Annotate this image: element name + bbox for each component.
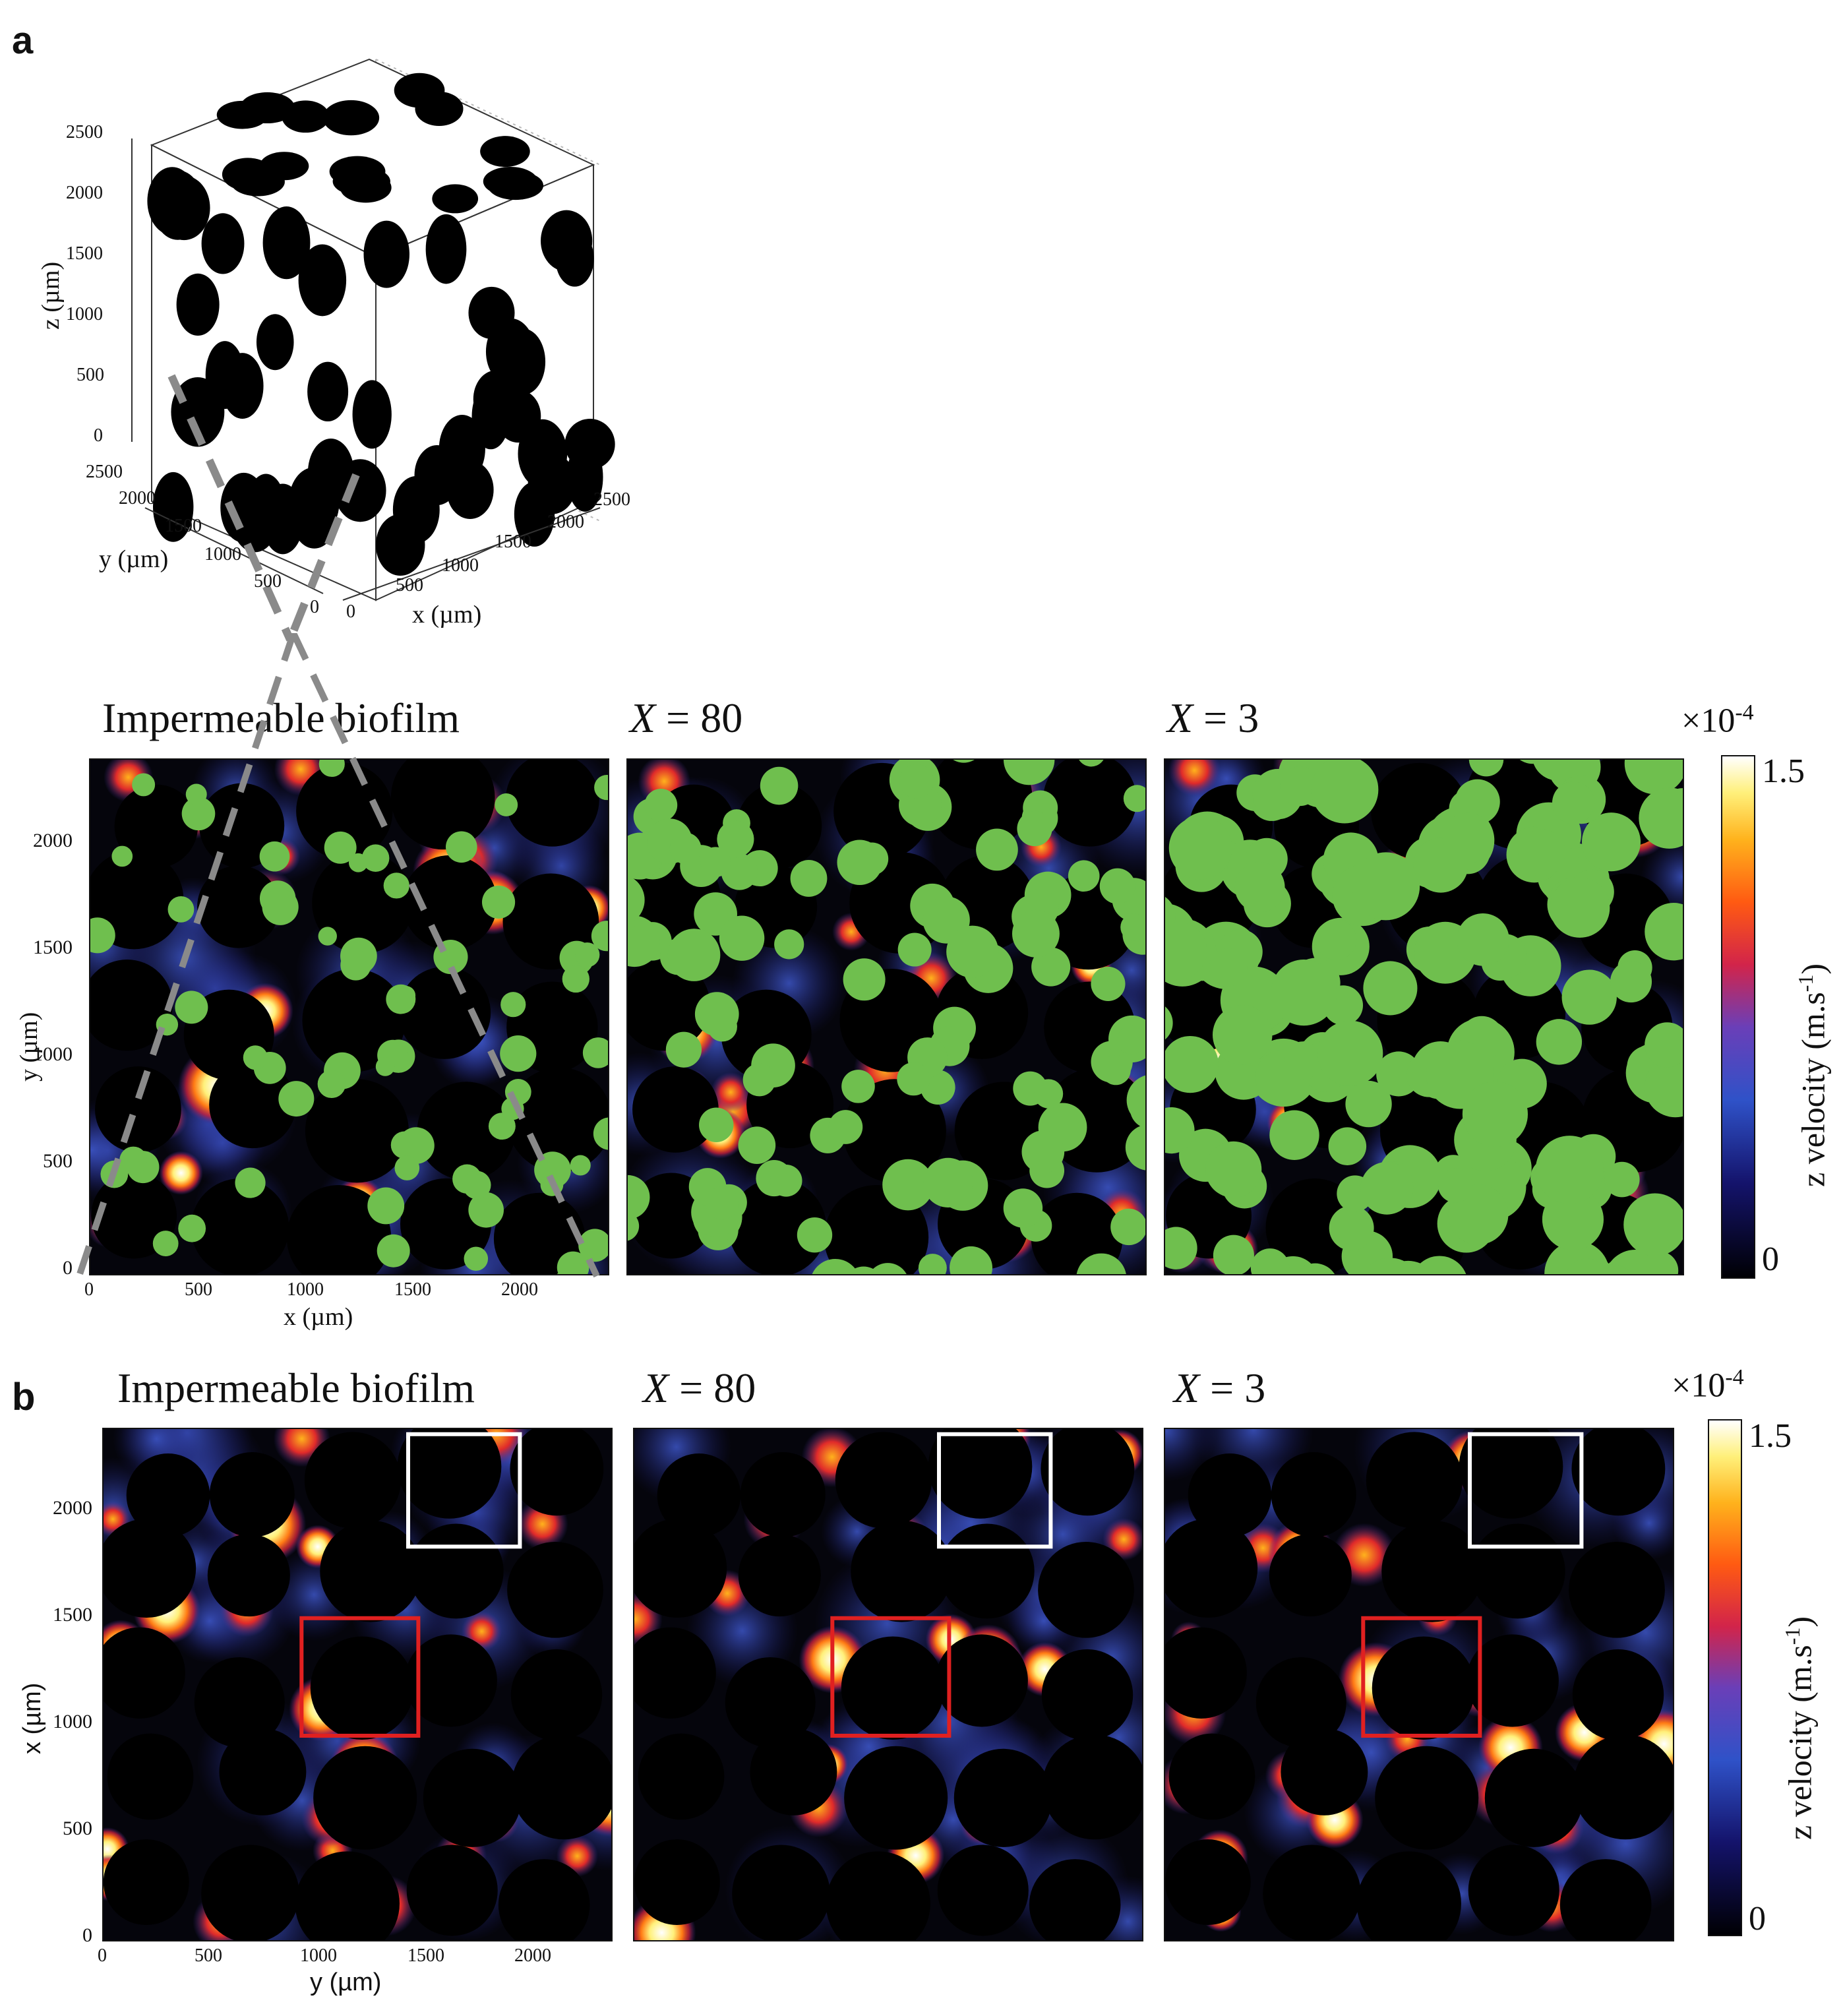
a-colorbar-min: 0 [1762,1240,1779,1278]
a-x-tick: 1500 [394,1279,431,1300]
cube-z-tick: 0 [94,425,103,446]
cube-y-tick: 1000 [204,544,241,565]
map-title-a2: X = 80 [630,694,743,741]
b-y-tick: 0 [82,1924,92,1946]
map-title-b2: X = 80 [643,1364,756,1411]
cube-z-tick: 1000 [66,304,103,324]
velocity-map-b-x80 [633,1428,1143,1941]
b-x-tick: 0 [98,1945,107,1966]
a-y-tick: 1000 [33,1043,73,1065]
cube-x-tick: 1000 [442,555,479,576]
velocity-map-a-x80 [626,758,1147,1275]
a-x-label: x (µm) [284,1303,353,1331]
b-y-label: x (µm) [18,1682,46,1754]
cube-y-tick: 1500 [165,516,202,536]
cube-z-tick: 2500 [66,122,103,142]
cube-x-tick: 2000 [547,512,584,532]
velocity-map-a-x3 [1164,758,1684,1275]
porous-media-cube [40,46,659,659]
cube-x-tick: 2500 [593,489,630,510]
a-y-tick: 0 [63,1257,73,1279]
map-title-a3: X = 3 [1167,694,1259,741]
velocity-map-b-x3 [1164,1428,1674,1941]
cube-z-tick: 500 [76,365,104,385]
a-colorbar-max: 1.5 [1762,752,1805,790]
b-colorbar-multiplier: ×10-4 [1672,1365,1744,1405]
b-y-tick: 1000 [53,1711,92,1732]
velocity-map-a-impermeable [89,758,609,1275]
b-x-tick: 500 [195,1945,222,1966]
velocity-map-b-impermeable [102,1428,613,1941]
b-y-tick: 2000 [53,1497,92,1519]
b-colorbar-min: 0 [1749,1900,1766,1938]
map-title-b1: Impermeable biofilm [117,1364,475,1411]
a-x-tick: 1000 [287,1279,324,1300]
cube-y-label: y (µm) [99,545,169,573]
b-colorbar-label: z velocity (m.s-1) [1780,1616,1819,1840]
a-x-tick: 500 [185,1279,212,1300]
cube-x-tick: 500 [396,575,423,596]
a-y-tick: 500 [43,1150,73,1172]
a-y-tick: 2000 [33,830,73,851]
cube-y-tick: 0 [310,597,319,617]
cube-z-label: z (µm) [37,261,65,330]
cube-z-tick: 1500 [66,243,103,264]
cube-x-tick: 1500 [495,532,531,552]
cube-y-tick: 500 [254,571,282,592]
a-y-tick: 1500 [33,936,73,958]
b-x-label: y (µm) [310,1969,382,1996]
cube-z-tick: 2000 [66,183,103,203]
a-colorbar-multiplier: ×10-4 [1681,700,1754,740]
cube-y-tick: 2000 [119,488,156,508]
cube-x-tick: 0 [346,601,355,622]
b-x-tick: 2000 [514,1945,551,1966]
cube-x-label: x (µm) [412,601,482,628]
a-colorbar-label: z velocity (m.s-1) [1794,963,1832,1187]
a-x-tick: 2000 [501,1279,538,1300]
map-title-b3: X = 3 [1174,1364,1266,1411]
b-colorbar-max: 1.5 [1749,1417,1792,1455]
panel-letter-a: a [12,19,34,62]
b-colorbar [1708,1419,1742,1936]
a-colorbar [1721,755,1755,1279]
a-x-tick: 0 [84,1279,94,1300]
b-y-tick: 1500 [53,1604,92,1626]
cube-y-tick: 2500 [86,462,123,482]
b-x-tick: 1500 [408,1945,444,1966]
panel-letter-b: b [12,1376,36,1419]
b-x-tick: 1000 [300,1945,337,1966]
map-title-a1: Impermeable biofilm [102,694,460,741]
a-y-label: y (µm) [15,1012,43,1082]
b-y-tick: 500 [63,1817,92,1839]
